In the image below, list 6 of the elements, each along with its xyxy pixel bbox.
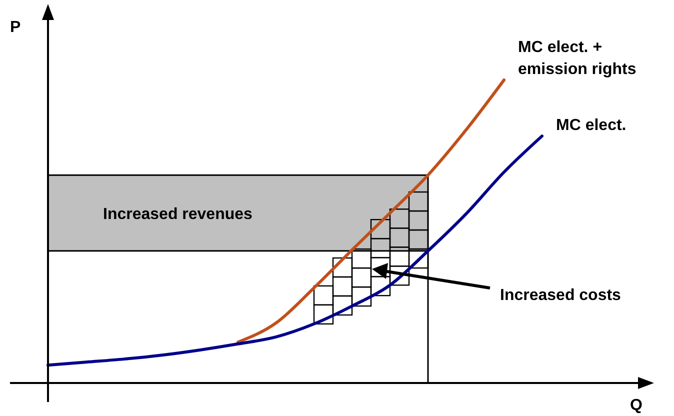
y-axis-title: P [10,19,21,36]
annotation: Increased costs [500,287,622,304]
series-label: MC elect. + emission rights [518,39,636,78]
series-label: MC elect. [556,117,626,134]
band-label: Increased revenues [103,206,253,224]
x-axis-title: Q [630,397,642,414]
